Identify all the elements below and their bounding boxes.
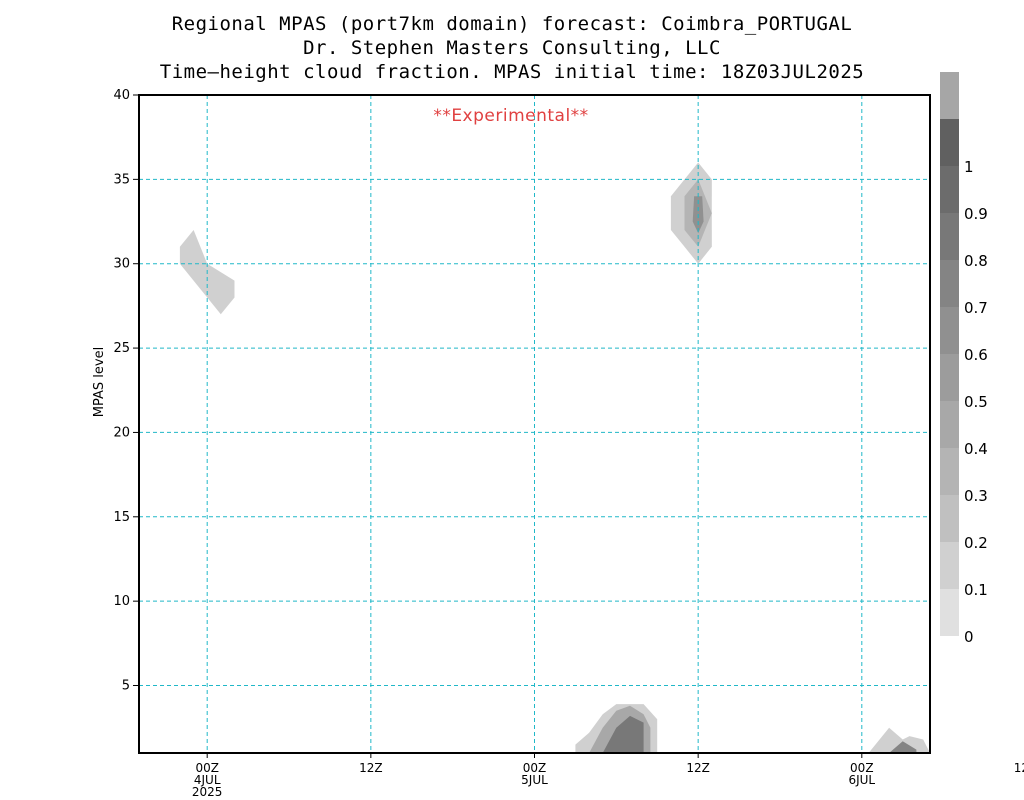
x-tick-label: 6JUL [848,773,875,787]
y-tick-label: 10 [113,594,130,609]
colorbar-label: 0.7 [964,299,988,317]
colorbar-swatch [940,542,959,589]
colorbar-swatch [940,260,959,307]
colorbar: 0 0.1 0.2 0.3 0.4 0.5 0.6 0.7 0.8 0.9 1 [940,72,988,646]
chart-title-line-1: Regional MPAS (port7km domain) forecast:… [171,13,853,35]
cloud-fraction-regions [179,162,930,753]
colorbar-swatch [940,72,959,119]
colorbar-label: 0.1 [964,581,988,599]
colorbar-swatch [940,448,959,495]
x-tick-label: 00Z [195,761,219,775]
y-tick-label: 40 [113,88,130,103]
colorbar-swatch [940,589,959,636]
colorbar-label: 0.5 [964,393,988,411]
y-tick-label: 30 [113,257,130,272]
grid-lines [139,95,930,753]
chart-title-line-3: Time—height cloud fraction. MPAS initial… [159,61,865,83]
y-tick-label: 35 [113,172,130,187]
colorbar-swatch [940,495,959,542]
colorbar-label: 1 [964,158,974,176]
y-axis-label: MPAS level [92,347,107,417]
x-tick-label: 2025 [192,785,223,799]
colorbar-swatch [940,166,959,213]
cloud-region-lowlevel-day2-core [602,715,644,753]
x-tick-label: 4JUL [194,773,221,787]
y-axis-ticks: 5 10 15 20 25 30 35 40 [113,88,139,694]
colorbar-swatch [940,307,959,354]
colorbar-label: 0.2 [964,534,988,552]
colorbar-swatch [940,354,959,401]
colorbar-swatch [940,213,959,260]
colorbar-label: 0.9 [964,205,988,223]
cloud-region-lowlevel-day3-outer [868,727,930,753]
y-tick-label: 5 [122,679,130,694]
y-tick-label: 25 [113,341,130,356]
colorbar-label: 0.6 [964,346,988,364]
x-tick-label: 12Z [1014,761,1024,775]
colorbar-label: 0.3 [964,487,988,505]
colorbar-label: 0 [964,628,974,646]
x-tick-label: 12Z [359,761,383,775]
x-axis-ticks: 00Z4JUL202512Z00Z5JUL12Z00Z6JUL12Z [192,753,1024,799]
experimental-annotation: **Experimental** [433,106,588,126]
x-tick-label: 12Z [686,761,710,775]
colorbar-label: 0.8 [964,252,988,270]
colorbar-swatch [940,401,959,448]
x-tick-label: 5JUL [521,773,548,787]
y-tick-label: 15 [113,510,130,525]
cloud-region-lowlevel-day3-core [889,741,917,753]
x-tick-label: 00Z [523,761,547,775]
x-tick-label: 00Z [850,761,874,775]
chart-title-line-2: Dr. Stephen Masters Consulting, LLC [303,37,721,59]
colorbar-swatch [940,119,959,166]
y-tick-label: 20 [113,425,130,440]
colorbar-label: 0.4 [964,440,988,458]
